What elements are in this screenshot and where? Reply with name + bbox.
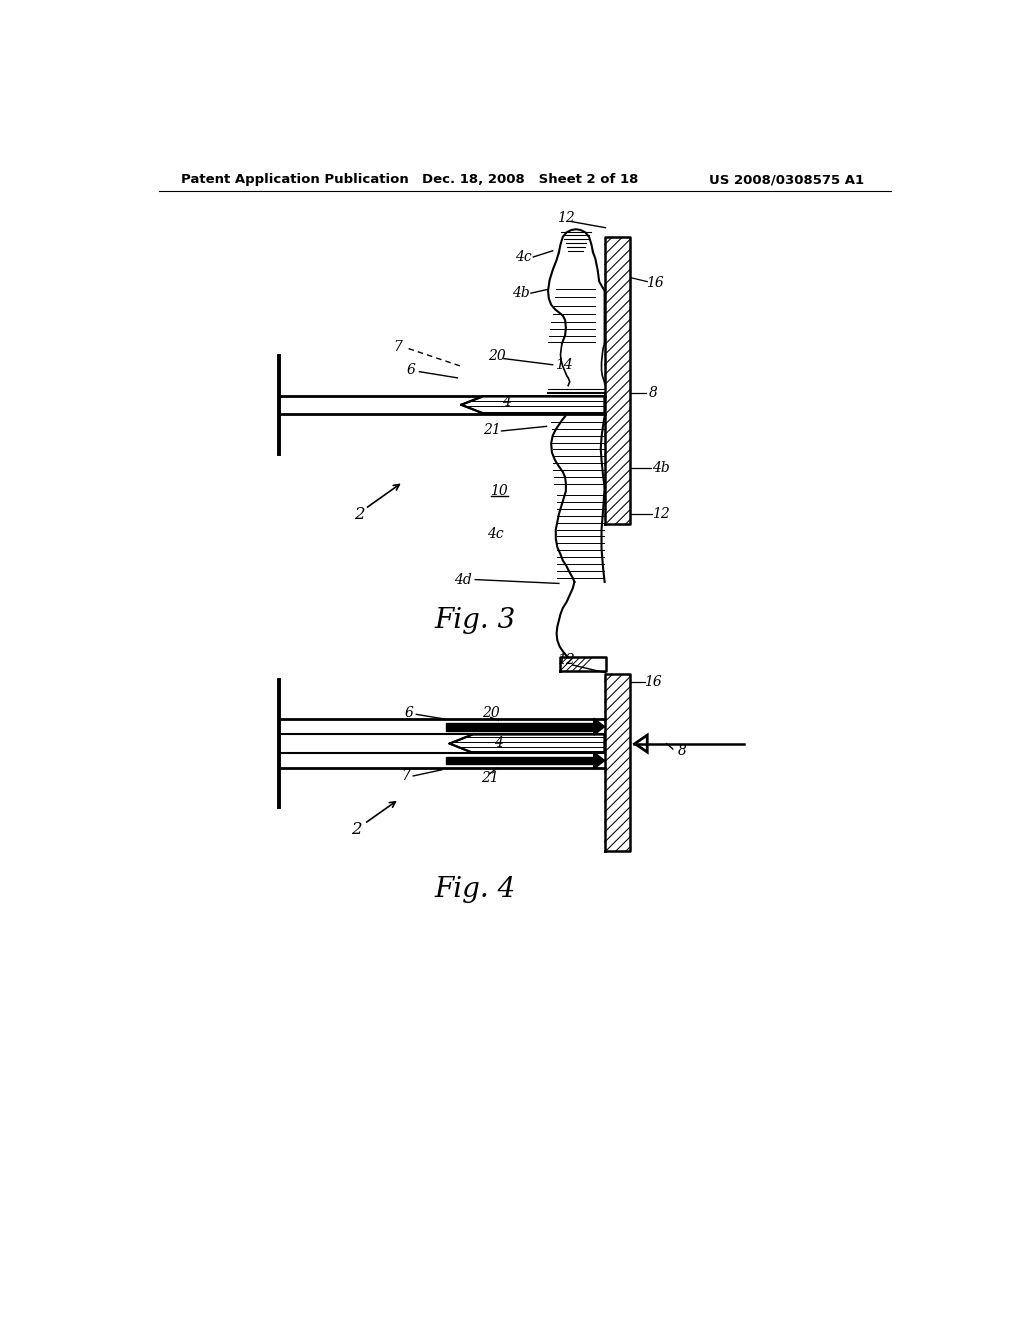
Text: Fig. 4: Fig. 4	[434, 876, 516, 903]
Text: 8: 8	[649, 387, 657, 400]
Text: Fig. 3: Fig. 3	[434, 607, 516, 634]
Text: 12: 12	[557, 653, 574, 668]
Text: 6: 6	[407, 363, 416, 378]
Text: 16: 16	[644, 675, 662, 689]
Polygon shape	[594, 752, 604, 770]
Text: 8: 8	[678, 743, 686, 758]
Text: 21: 21	[483, 424, 501, 437]
Text: Dec. 18, 2008   Sheet 2 of 18: Dec. 18, 2008 Sheet 2 of 18	[423, 173, 639, 186]
Text: 4: 4	[502, 396, 511, 409]
Polygon shape	[450, 734, 604, 752]
Text: US 2008/0308575 A1: US 2008/0308575 A1	[710, 173, 864, 186]
Text: 14: 14	[555, 358, 572, 372]
Text: 6: 6	[404, 706, 413, 719]
Text: 20: 20	[482, 706, 500, 719]
Text: 16: 16	[646, 276, 664, 290]
Text: 10: 10	[489, 484, 507, 498]
Text: 4: 4	[494, 735, 503, 750]
Text: 12: 12	[652, 507, 670, 521]
Polygon shape	[594, 718, 604, 735]
Polygon shape	[461, 396, 604, 413]
Text: 4b: 4b	[512, 286, 529, 300]
Text: 20: 20	[488, 350, 506, 363]
Text: 2: 2	[353, 506, 365, 523]
Text: 2: 2	[351, 821, 361, 838]
Text: 7: 7	[393, 341, 402, 354]
Text: 12: 12	[557, 211, 574, 224]
Text: 4c: 4c	[515, 249, 531, 264]
Text: 4c: 4c	[487, 527, 504, 541]
Text: 21: 21	[481, 771, 499, 785]
Text: 4d: 4d	[454, 573, 472, 586]
Text: 4b: 4b	[652, 461, 670, 475]
Text: 7: 7	[401, 770, 410, 783]
Text: Patent Application Publication: Patent Application Publication	[180, 173, 409, 186]
